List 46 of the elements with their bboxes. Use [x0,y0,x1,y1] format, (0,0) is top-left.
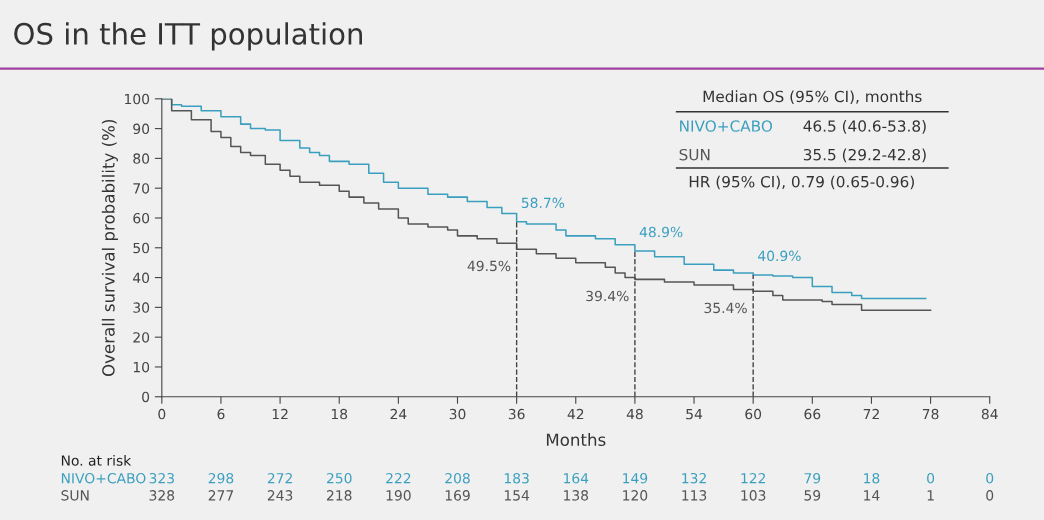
y-tick-label: 30 [133,302,150,313]
y-tick-label: 0 [142,391,150,403]
text: 328 277 243 218 190 169 154 138 120 113 103 59 14 1 0 [149,490,994,501]
y-tick-label: 80 [133,153,150,164]
annotation: 48.9% [639,226,683,238]
text: SUN [61,490,89,501]
annotation: HR (95% CI), 0.79 (0.65-0.96) [689,175,914,190]
y-tick-label: 70 [133,183,150,194]
annotation: Median OS (95% CI), months [703,90,922,104]
annotation: 39.4% [586,290,629,302]
x-tick-label: 78 [922,408,939,420]
y-tick-label: 60 [133,212,150,224]
annotation: 35.4% [704,302,747,314]
chart-title: OS in the ITT population [14,22,362,51]
x-tick-label: 72 [863,408,879,420]
text: 323 298 272 250 222 208 183 164 149 132 122 79 18 0 0 [149,472,994,484]
x-tick-label: 0 [158,408,166,420]
text: No. at risk [61,455,132,466]
x-tick-label: 54 [686,408,703,420]
x-axis-title: Months [546,433,606,447]
y-tick-label: 50 [133,242,150,254]
y-tick-label: 90 [133,123,150,135]
y-tick-label: 100 [125,93,150,105]
annotation: 35.5 (29.2-42.8) [803,148,926,163]
x-tick-label: 12 [272,408,288,420]
annotation: 49.5% [467,260,511,272]
annotation: 46.5 (40.6-53.8) [803,120,926,134]
y-axis-title: Overall survival probability (%) [101,119,118,377]
y-tick-label: 40 [133,272,150,284]
x-tick-label: 24 [390,408,407,420]
y-tick-label: 20 [133,332,150,343]
x-tick-label: 30 [449,408,466,420]
x-tick-label: 6 [217,408,225,420]
text: NIVO+CABO [680,120,773,132]
text: NIVO+CABO [61,472,146,484]
annotation: 40.9% [758,250,801,262]
x-tick-label: 36 [508,408,525,420]
text: SUN [679,148,710,161]
x-tick-label: 42 [567,408,584,420]
x-tick-label: 60 [745,408,762,420]
x-tick-label: 18 [331,408,348,420]
x-tick-label: 84 [981,408,998,420]
x-tick-label: 48 [626,408,643,420]
x-tick-label: 66 [804,408,821,420]
annotation: 58.7% [521,197,565,209]
y-tick-label: 10 [133,361,150,373]
